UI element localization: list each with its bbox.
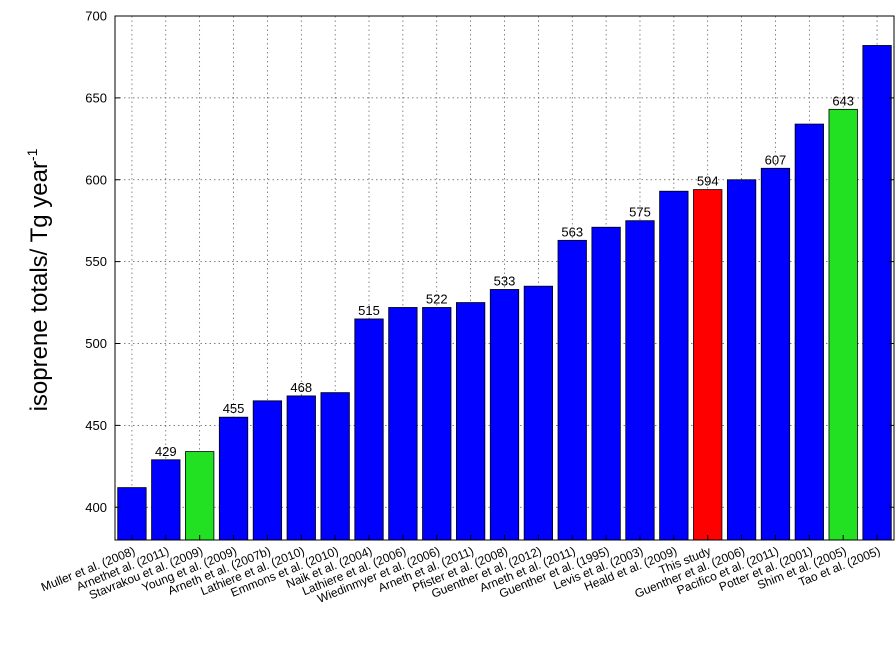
- bars: [117, 45, 892, 541]
- bar-18: [693, 189, 723, 541]
- bar-5: [252, 400, 283, 541]
- data-label-6: 468: [290, 380, 312, 395]
- data-label-8: 515: [358, 303, 380, 318]
- bar-12: [489, 289, 520, 541]
- y-tick-label: 700: [85, 9, 107, 24]
- y-tick-label: 550: [85, 254, 107, 269]
- bar-6: [286, 395, 316, 541]
- data-labels: 429 455 468 515 522 533 563 575 594 607 643: [155, 93, 854, 458]
- bar-10: [422, 307, 452, 541]
- y-axis-label-superscript: -1: [24, 148, 40, 161]
- y-tick-label: 650: [85, 90, 107, 105]
- y-axis-ticks: 400 450 500 550 600 650 700: [85, 9, 894, 515]
- axes-frame: [114, 15, 895, 541]
- y-tick-label: 400: [85, 500, 107, 515]
- bar-20: [760, 167, 791, 541]
- bar-22: [828, 108, 858, 541]
- bar-11: [456, 302, 486, 541]
- y-axis-label: isoprene totals/ Tg year-1: [24, 148, 53, 411]
- bar-7: [320, 392, 350, 541]
- bar-4: [218, 416, 249, 541]
- bar-2: [151, 459, 181, 541]
- data-label-22: 643: [832, 93, 854, 108]
- bar-15: [591, 226, 621, 541]
- bar-16: [625, 220, 655, 541]
- bar-17: [659, 190, 689, 541]
- bar-9: [388, 307, 418, 541]
- y-tick-label: 500: [85, 336, 107, 351]
- bar-14: [557, 239, 587, 541]
- data-label-18: 594: [697, 174, 719, 189]
- data-label-16: 575: [629, 205, 651, 220]
- y-tick-label: 450: [85, 418, 107, 433]
- data-label-14: 563: [561, 224, 583, 239]
- data-label-12: 533: [494, 273, 516, 288]
- bar-3: [185, 451, 215, 541]
- bar-13: [523, 285, 553, 541]
- y-tick-label: 600: [85, 172, 107, 187]
- data-label-10: 522: [426, 291, 448, 306]
- data-label-4: 455: [223, 401, 245, 416]
- bar-1: [117, 487, 147, 541]
- bar-21: [794, 123, 824, 541]
- bar-23: [862, 45, 892, 541]
- bar-8: [354, 318, 384, 541]
- y-axis-label-text: isoprene totals/ Tg year: [26, 161, 53, 411]
- x-axis-ticks: Muller et al. (2008)Arnethet al. (2011)S…: [39, 535, 882, 606]
- data-label-2: 429: [155, 444, 177, 459]
- bar-19: [726, 179, 757, 541]
- data-label-20: 607: [765, 152, 787, 167]
